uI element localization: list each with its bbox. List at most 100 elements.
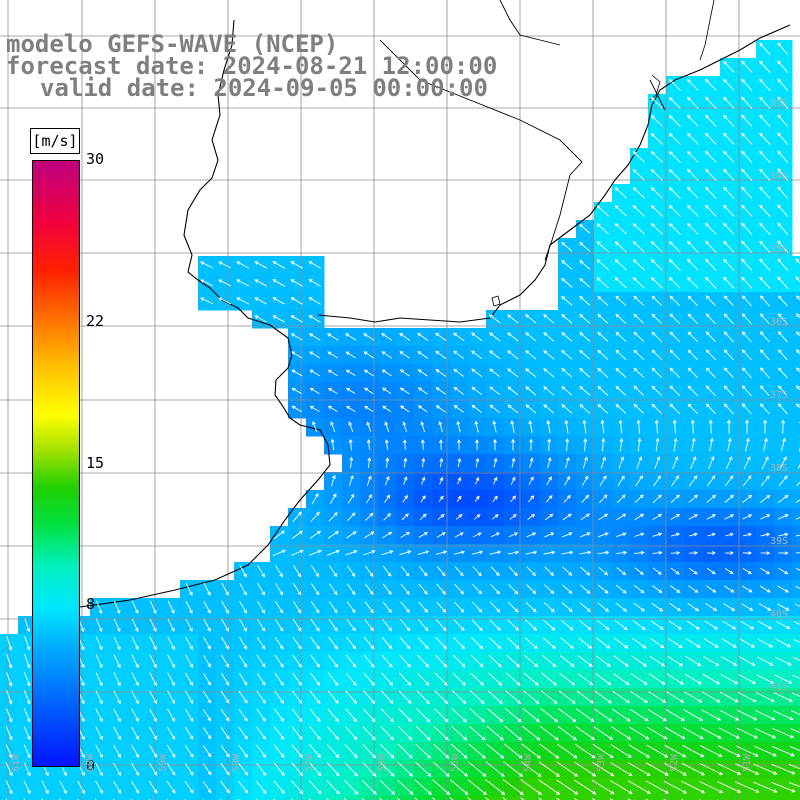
- wind-arrow: [719, 691, 739, 703]
- wind-speed-cell: [792, 778, 800, 797]
- wind-arrow: [397, 743, 413, 759]
- wind-arrow: [759, 132, 771, 146]
- wind-arrow: [95, 762, 103, 777]
- wind-speed-cell: [468, 796, 487, 800]
- wind-arrow: [292, 690, 303, 704]
- wind-arrow: [184, 726, 194, 740]
- wind-arrow: [777, 204, 789, 218]
- wind-arrow: [687, 276, 699, 289]
- wind-arrow: [363, 369, 374, 377]
- wind-arrow: [310, 601, 320, 614]
- wind-arrow: [565, 438, 570, 452]
- wind-arrow: [564, 475, 570, 486]
- wind-arrow: [723, 403, 734, 415]
- wind-arrow: [344, 744, 358, 759]
- longitude-label: 51W: [742, 753, 753, 772]
- wind-arrow: [702, 673, 721, 685]
- wind-arrow: [615, 331, 627, 342]
- wind-arrow: [24, 618, 31, 633]
- wind-arrow: [777, 349, 788, 361]
- wind-arrow: [453, 350, 465, 360]
- wind-arrow: [291, 405, 302, 413]
- wind-arrow: [741, 313, 752, 325]
- wind-arrow: [417, 332, 429, 341]
- wind-arrow: [669, 367, 681, 379]
- wind-arrow: [579, 532, 591, 538]
- longitude-label: 60W: [85, 753, 96, 772]
- wind-arrow: [417, 619, 429, 632]
- wind-arrow: [790, 728, 800, 734]
- wind-arrow: [668, 222, 681, 235]
- wind-arrow: [545, 513, 554, 521]
- wind-arrow: [541, 672, 558, 686]
- wind-arrow: [778, 475, 788, 487]
- wind-arrow: [364, 531, 375, 539]
- wind-arrow: [706, 532, 716, 537]
- wind-arrow: [220, 780, 230, 794]
- wind-arrow: [618, 456, 625, 470]
- wind-arrow: [579, 602, 591, 612]
- wind-arrow: [23, 780, 31, 795]
- wind-arrow: [615, 602, 628, 612]
- wind-arrow: [791, 710, 800, 716]
- wind-speed-cell: [792, 292, 800, 311]
- wind-arrow: [384, 494, 391, 504]
- wind-arrow: [593, 708, 613, 722]
- wind-arrow: [432, 779, 451, 796]
- wind-arrow: [700, 727, 722, 739]
- wind-arrow: [741, 186, 753, 200]
- wind-arrow: [504, 725, 523, 741]
- wind-arrow: [772, 727, 795, 739]
- wind-arrow: [492, 476, 498, 485]
- wind-arrow: [326, 762, 340, 777]
- wind-arrow: [454, 583, 464, 595]
- wind-arrow: [221, 582, 229, 596]
- wind-arrow: [362, 708, 376, 723]
- wind-arrow: [723, 349, 734, 361]
- wind-arrow: [578, 637, 593, 649]
- wind-arrow: [650, 259, 663, 271]
- latitude-label: 38S: [770, 463, 789, 474]
- wind-speed-cell: [0, 796, 19, 800]
- wind-speed-cell: [756, 796, 775, 800]
- wind-arrow: [326, 744, 340, 759]
- wind-arrow: [777, 403, 788, 415]
- wind-arrow: [685, 655, 702, 667]
- wind-arrow: [557, 725, 577, 741]
- wind-speed-cell: [36, 796, 55, 800]
- wind-arrow: [666, 691, 685, 703]
- wind-speed-cell: [792, 346, 800, 365]
- wind-arrow: [470, 654, 484, 668]
- wind-arrow: [556, 779, 579, 795]
- wind-arrow: [759, 603, 772, 611]
- wind-arrow: [475, 438, 479, 451]
- wind-arrow: [652, 513, 663, 520]
- wind-arrow: [699, 781, 724, 794]
- longitude-label: 52W: [669, 753, 680, 772]
- wind-arrow: [507, 619, 520, 631]
- wind-arrow: [723, 240, 735, 253]
- wind-arrow: [580, 566, 591, 576]
- wind-arrow: [756, 656, 774, 666]
- wind-arrow: [741, 204, 753, 218]
- wind-arrow: [668, 132, 681, 145]
- wind-arrow: [561, 619, 574, 631]
- wind-arrow: [361, 779, 377, 795]
- wind-arrow: [254, 297, 268, 305]
- wind-arrow: [290, 333, 303, 341]
- wind-arrow: [741, 150, 753, 164]
- wind-arrow: [239, 582, 247, 596]
- wind-arrow: [438, 420, 443, 433]
- wind-arrow: [308, 279, 321, 287]
- wind-arrow: [615, 584, 627, 594]
- wind-arrow: [184, 744, 194, 758]
- wind-arrow: [686, 620, 700, 630]
- wind-arrow: [310, 654, 320, 668]
- wind-speed-cell: [792, 418, 800, 437]
- wind-arrow: [579, 259, 591, 270]
- wind-speed-cell: [306, 796, 325, 800]
- wind-arrow: [723, 603, 736, 611]
- wind-arrow: [256, 672, 266, 686]
- wind-arrow: [345, 351, 357, 359]
- wind-arrow: [486, 743, 505, 759]
